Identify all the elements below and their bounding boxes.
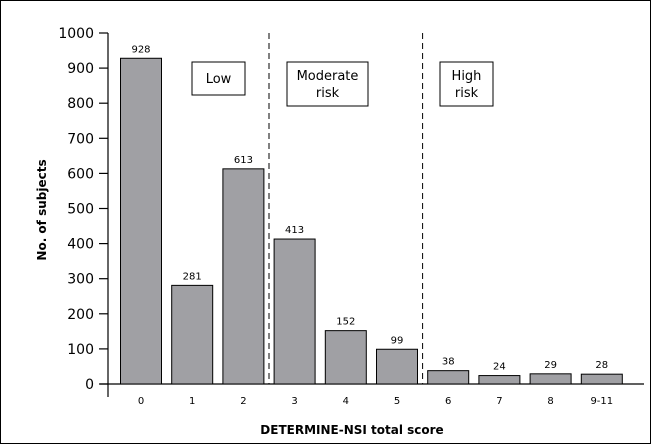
- risk-region-box: [191, 61, 246, 96]
- bar-series: [120, 57, 623, 385]
- y-tick-label: 0: [85, 377, 94, 393]
- bar: [376, 348, 418, 385]
- y-tick-label: 600: [67, 166, 94, 182]
- bar-value-label: 281: [183, 271, 202, 282]
- x-tick-label: 0: [138, 396, 144, 407]
- risk-region-box: [286, 61, 369, 107]
- bar-value-label: 38: [442, 357, 455, 368]
- bar-value-label: 613: [234, 155, 253, 166]
- bar-value-label: 152: [336, 317, 355, 328]
- x-tick-label: 2: [240, 396, 246, 407]
- bar-value-label: 28: [595, 360, 608, 371]
- x-tick-label: 3: [291, 396, 297, 407]
- x-axis-title: DETERMINE-NSI total score: [260, 423, 443, 437]
- bar-value-label: 413: [285, 225, 304, 236]
- bar: [222, 168, 265, 385]
- y-tick-label: 700: [67, 131, 94, 147]
- bar: [171, 284, 214, 385]
- y-tick-label: 500: [67, 202, 94, 218]
- y-tick-label: 900: [67, 61, 94, 77]
- y-tick-label: 300: [67, 272, 94, 288]
- x-tick-label: 5: [394, 396, 400, 407]
- bar: [273, 238, 316, 385]
- bar-value-label: 24: [493, 362, 506, 373]
- x-axis: 0 1 2 3 4 5 6 7 8 9-11: [100, 383, 644, 407]
- bar: [120, 57, 162, 385]
- bar: [427, 370, 470, 385]
- y-tick-label: 100: [67, 342, 94, 358]
- x-tick-label: 7: [496, 396, 502, 407]
- data-labels: 928 281 613 413 152 99 38 24 29 28: [131, 44, 608, 372]
- x-tick-label: 1: [189, 396, 195, 407]
- risk-region-box: [439, 61, 494, 107]
- risk-region-label: risk: [455, 86, 479, 101]
- x-tick-label: 9-11: [590, 396, 613, 407]
- bar: [324, 330, 367, 385]
- bar: [580, 373, 623, 385]
- risk-dividers: [268, 33, 424, 384]
- bar-value-label: 99: [391, 335, 404, 346]
- y-tick-label: 200: [67, 307, 94, 323]
- risk-region-label: High: [452, 69, 482, 84]
- bar-value-label: 928: [131, 44, 150, 55]
- x-tick-label: 4: [343, 396, 349, 407]
- risk-region-label: risk: [316, 86, 340, 101]
- risk-region-label: Moderate: [297, 69, 359, 84]
- x-tick-label: 6: [445, 396, 451, 407]
- bar: [478, 375, 521, 385]
- y-tick-label: 800: [67, 96, 94, 112]
- bar: [529, 373, 572, 385]
- y-axis: 0 100 200 300 400 500 600 700 800 900 1000: [58, 26, 109, 397]
- risk-region-label: Low: [206, 72, 232, 87]
- y-axis-title: No. of subjects: [35, 159, 49, 260]
- risk-region-labels: Low Moderate risk High risk: [191, 61, 494, 107]
- y-tick-label: 400: [67, 237, 94, 253]
- y-tick-label: 1000: [58, 26, 94, 42]
- x-tick-label: 8: [547, 396, 553, 407]
- bar-value-label: 29: [544, 360, 557, 371]
